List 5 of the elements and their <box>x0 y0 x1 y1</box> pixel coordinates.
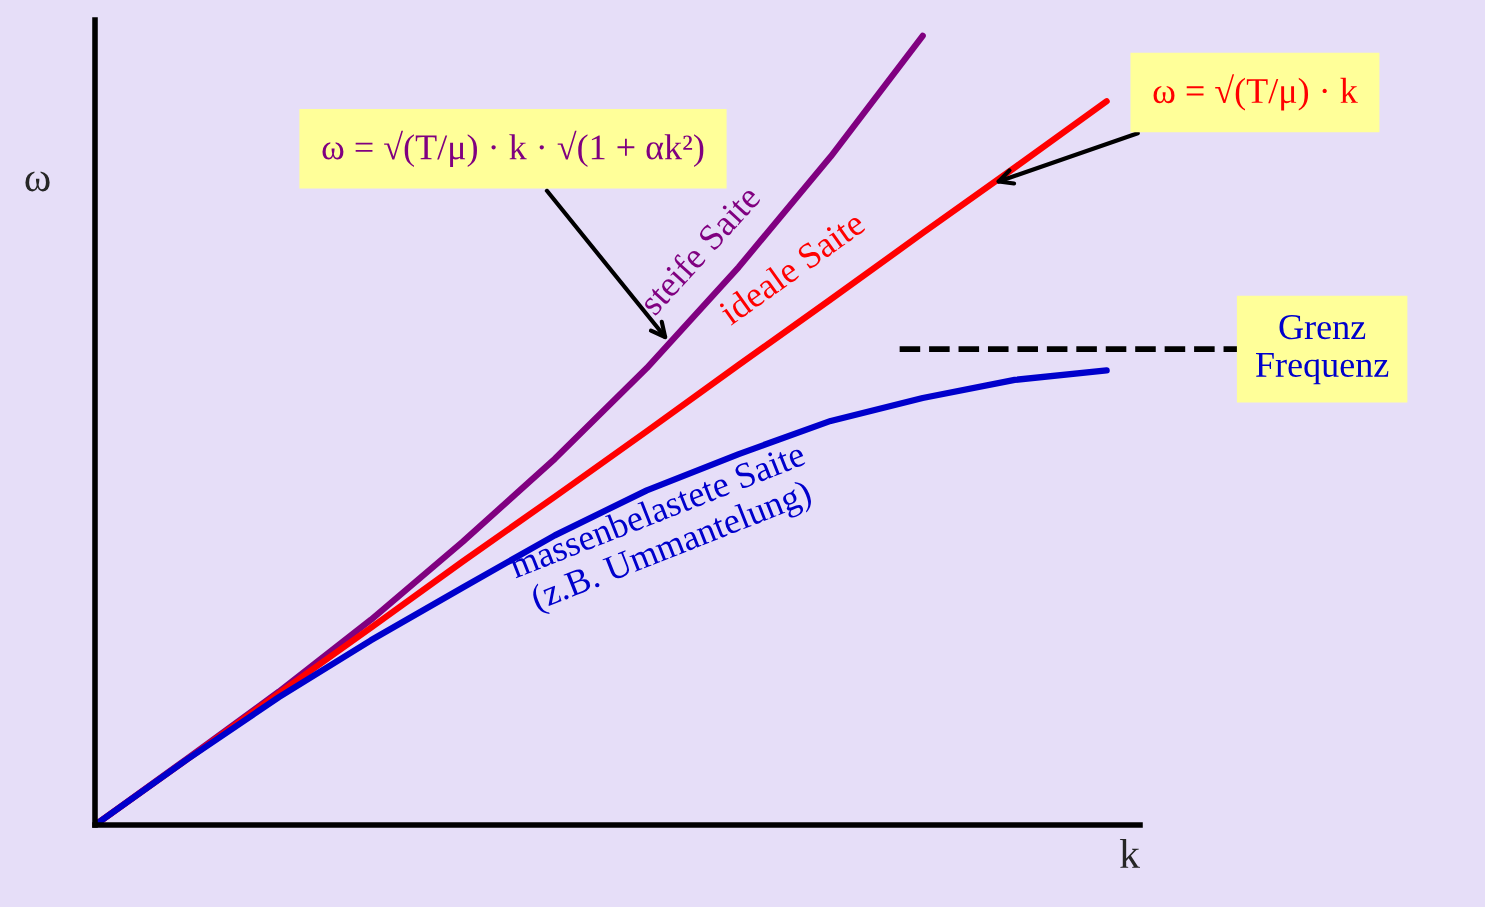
annotation: ω = √(T/μ) · k · √(1 + αk²) <box>322 130 704 167</box>
y-axis-title: ω <box>25 171 50 192</box>
ref-line-label: Grenz Frequenz <box>1255 314 1389 385</box>
text: ω = √(T/μ) · k <box>1153 74 1358 111</box>
x-axis-title: k <box>1119 838 1140 868</box>
